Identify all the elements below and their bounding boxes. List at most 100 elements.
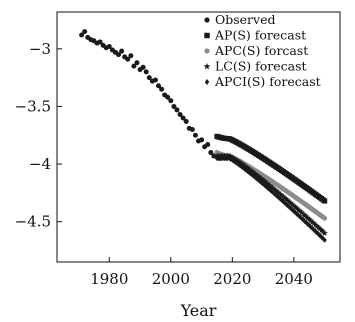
lc-s-forecast-point bbox=[313, 222, 321, 230]
apci-s-forecast-point bbox=[294, 211, 300, 217]
lc-s-forecast-point bbox=[236, 159, 244, 166]
observed-point bbox=[205, 141, 211, 147]
apci-s-forecast-point bbox=[257, 178, 263, 185]
apci-s-forecast-point bbox=[288, 205, 293, 212]
lc-s-forecast-point bbox=[309, 218, 316, 225]
lc-s-forecast-point bbox=[318, 227, 325, 234]
observed-point bbox=[177, 112, 183, 118]
lc-s-forecast-point bbox=[259, 176, 267, 183]
lc-s-forecast-point bbox=[298, 209, 305, 216]
lc-s-forecast-point bbox=[250, 169, 258, 176]
y-tick-label: −4.5 bbox=[15, 213, 51, 231]
legend-marker bbox=[204, 32, 210, 39]
lc-s-forecast-point bbox=[272, 186, 279, 193]
observed-point bbox=[97, 39, 103, 45]
lc-s-forecast-point bbox=[232, 156, 239, 163]
apci-s-forecast-point bbox=[310, 225, 315, 232]
lc-s-forecast-point bbox=[296, 207, 304, 215]
observed-point bbox=[152, 77, 158, 83]
legend-marker bbox=[204, 79, 210, 85]
lc-s-forecast-point bbox=[310, 220, 318, 227]
ap-s-forecast-point bbox=[322, 198, 328, 204]
observed-point bbox=[168, 98, 174, 104]
legend-entry-observed: Observed bbox=[204, 12, 276, 27]
apci-s-forecast-point bbox=[300, 216, 306, 223]
observed-point bbox=[174, 107, 180, 113]
apci-s-forecast-point bbox=[270, 189, 275, 195]
lc-s-forecast-point bbox=[266, 181, 273, 188]
series-ap-s-forecast bbox=[214, 133, 328, 204]
lc-s-forecast-point bbox=[289, 201, 296, 208]
lc-s-forecast-point bbox=[246, 166, 253, 173]
observed-point bbox=[116, 52, 122, 58]
observed-point bbox=[82, 29, 88, 35]
lc-s-forecast-point bbox=[293, 205, 301, 212]
lc-s-forecast-point bbox=[239, 161, 247, 168]
lc-s-forecast-point bbox=[307, 217, 315, 224]
lc-s-forecast-point bbox=[279, 193, 287, 200]
series-apci-s-forecast bbox=[214, 155, 327, 243]
series-observed bbox=[79, 29, 223, 161]
apci-s-forecast-point bbox=[305, 221, 310, 227]
lc-s-forecast-point bbox=[233, 157, 241, 164]
apci-s-forecast-point bbox=[274, 193, 280, 199]
lc-s-forecast-point bbox=[241, 162, 248, 169]
lc-s-forecast-point bbox=[282, 195, 290, 203]
apci-s-forecast-point bbox=[239, 163, 244, 170]
apc-s-forcast-point bbox=[322, 215, 328, 221]
lc-s-forecast-point bbox=[261, 178, 268, 185]
lc-s-forecast-point bbox=[256, 174, 264, 181]
apci-s-forecast-point bbox=[273, 191, 278, 198]
observed-point bbox=[119, 48, 125, 54]
observed-point bbox=[106, 44, 112, 50]
legend-entry-lc-s-forecast: LC(S) forecast bbox=[203, 59, 307, 74]
lc-s-forecast-point bbox=[299, 210, 307, 217]
lc-s-forecast-point bbox=[267, 183, 275, 190]
apci-s-forecast-point bbox=[233, 159, 238, 165]
lc-s-forecast-point bbox=[276, 190, 284, 197]
legend-label: LC(S) forecast bbox=[215, 59, 307, 74]
apci-s-forecast-point bbox=[319, 234, 324, 240]
legend-label: APC(S) forcast bbox=[214, 43, 308, 58]
observed-point bbox=[134, 60, 140, 66]
observed-point bbox=[140, 64, 146, 70]
apci-s-forecast-point bbox=[311, 227, 316, 233]
apci-s-forecast-point bbox=[253, 174, 258, 181]
lc-s-forecast-point bbox=[306, 216, 313, 223]
observed-point bbox=[156, 83, 162, 89]
lc-s-forecast-point bbox=[249, 168, 256, 175]
lc-s-forecast-point bbox=[278, 191, 285, 199]
observed-point bbox=[189, 127, 195, 133]
lc-s-forecast-point bbox=[262, 179, 270, 186]
lc-s-forecast-point bbox=[264, 180, 271, 187]
lc-s-forecast-point bbox=[316, 225, 324, 232]
apci-s-forecast-point bbox=[231, 158, 236, 164]
x-axis-label: Year bbox=[180, 301, 217, 320]
lc-s-forecast-point bbox=[258, 175, 265, 182]
legend-marker bbox=[204, 48, 210, 54]
observed-point bbox=[208, 150, 214, 156]
apci-s-forecast-point bbox=[314, 229, 320, 236]
apci-s-forecast-point bbox=[316, 231, 321, 238]
lc-s-forecast-point bbox=[292, 203, 299, 210]
observed-point bbox=[183, 118, 189, 124]
apci-s-forecast-point bbox=[299, 215, 304, 222]
legend-marker bbox=[203, 62, 211, 70]
apci-s-forecast-point bbox=[285, 202, 290, 209]
lc-s-forecast-point bbox=[287, 199, 295, 207]
apci-s-forecast-point bbox=[247, 169, 252, 176]
lc-s-forecast-point bbox=[290, 202, 298, 209]
legend-label: AP(S) forecast bbox=[214, 28, 306, 43]
lc-s-forecast-point bbox=[269, 184, 276, 191]
lc-s-forecast-point bbox=[281, 194, 288, 201]
lc-s-forecast-point bbox=[284, 197, 291, 204]
observed-point bbox=[125, 56, 131, 62]
apci-s-forecast-point bbox=[254, 175, 260, 182]
observed-point bbox=[143, 69, 149, 75]
observed-point bbox=[180, 115, 186, 121]
observed-point bbox=[128, 53, 134, 59]
legend-entry-apc-s-forcast: APC(S) forcast bbox=[204, 43, 308, 58]
lc-s-forecast-point bbox=[295, 206, 302, 213]
lc-s-forecast-point bbox=[235, 158, 242, 165]
lc-s-forecast-point bbox=[301, 211, 308, 219]
